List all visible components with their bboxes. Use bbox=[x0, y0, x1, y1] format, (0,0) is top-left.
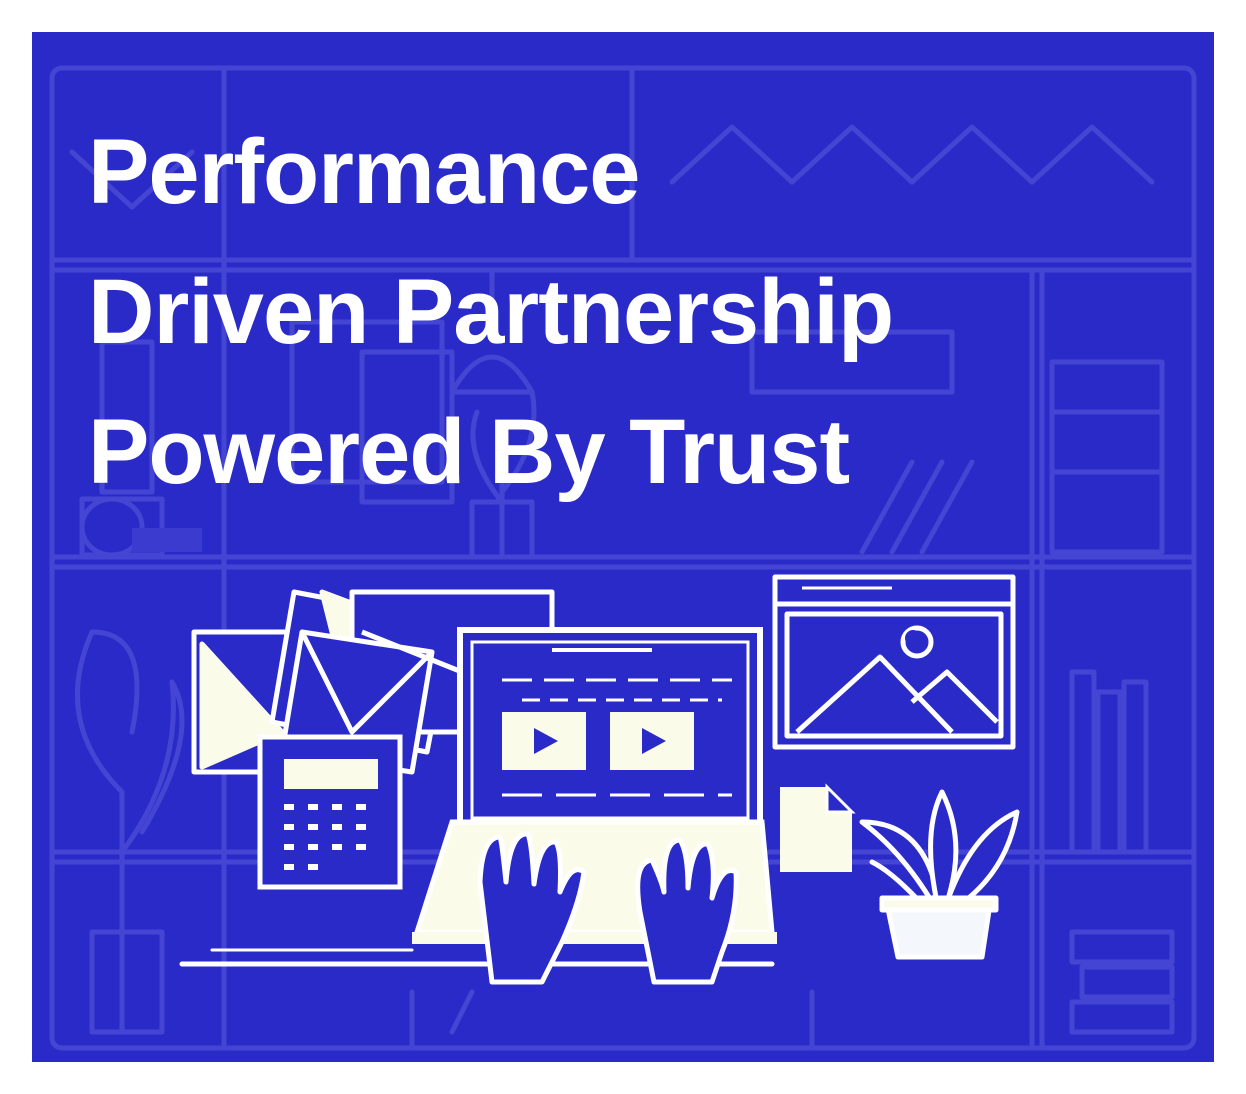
hero-card: Performance Driven Partnership Powered B… bbox=[32, 32, 1214, 1062]
potted-plant-icon bbox=[859, 789, 1020, 960]
headline-line-2: Driven Partnership bbox=[88, 261, 894, 363]
play-icon bbox=[502, 712, 586, 770]
headline: Performance Driven Partnership Powered B… bbox=[88, 102, 894, 522]
play-icon bbox=[610, 712, 694, 770]
typing-hands-icon bbox=[477, 831, 739, 985]
calculator-icon bbox=[257, 734, 403, 890]
workspace-illustration bbox=[179, 574, 1020, 985]
headline-line-3: Powered By Trust bbox=[88, 401, 850, 503]
headline-line-1: Performance bbox=[88, 121, 640, 223]
document-icon bbox=[780, 783, 856, 872]
image-window-icon bbox=[772, 574, 1016, 750]
